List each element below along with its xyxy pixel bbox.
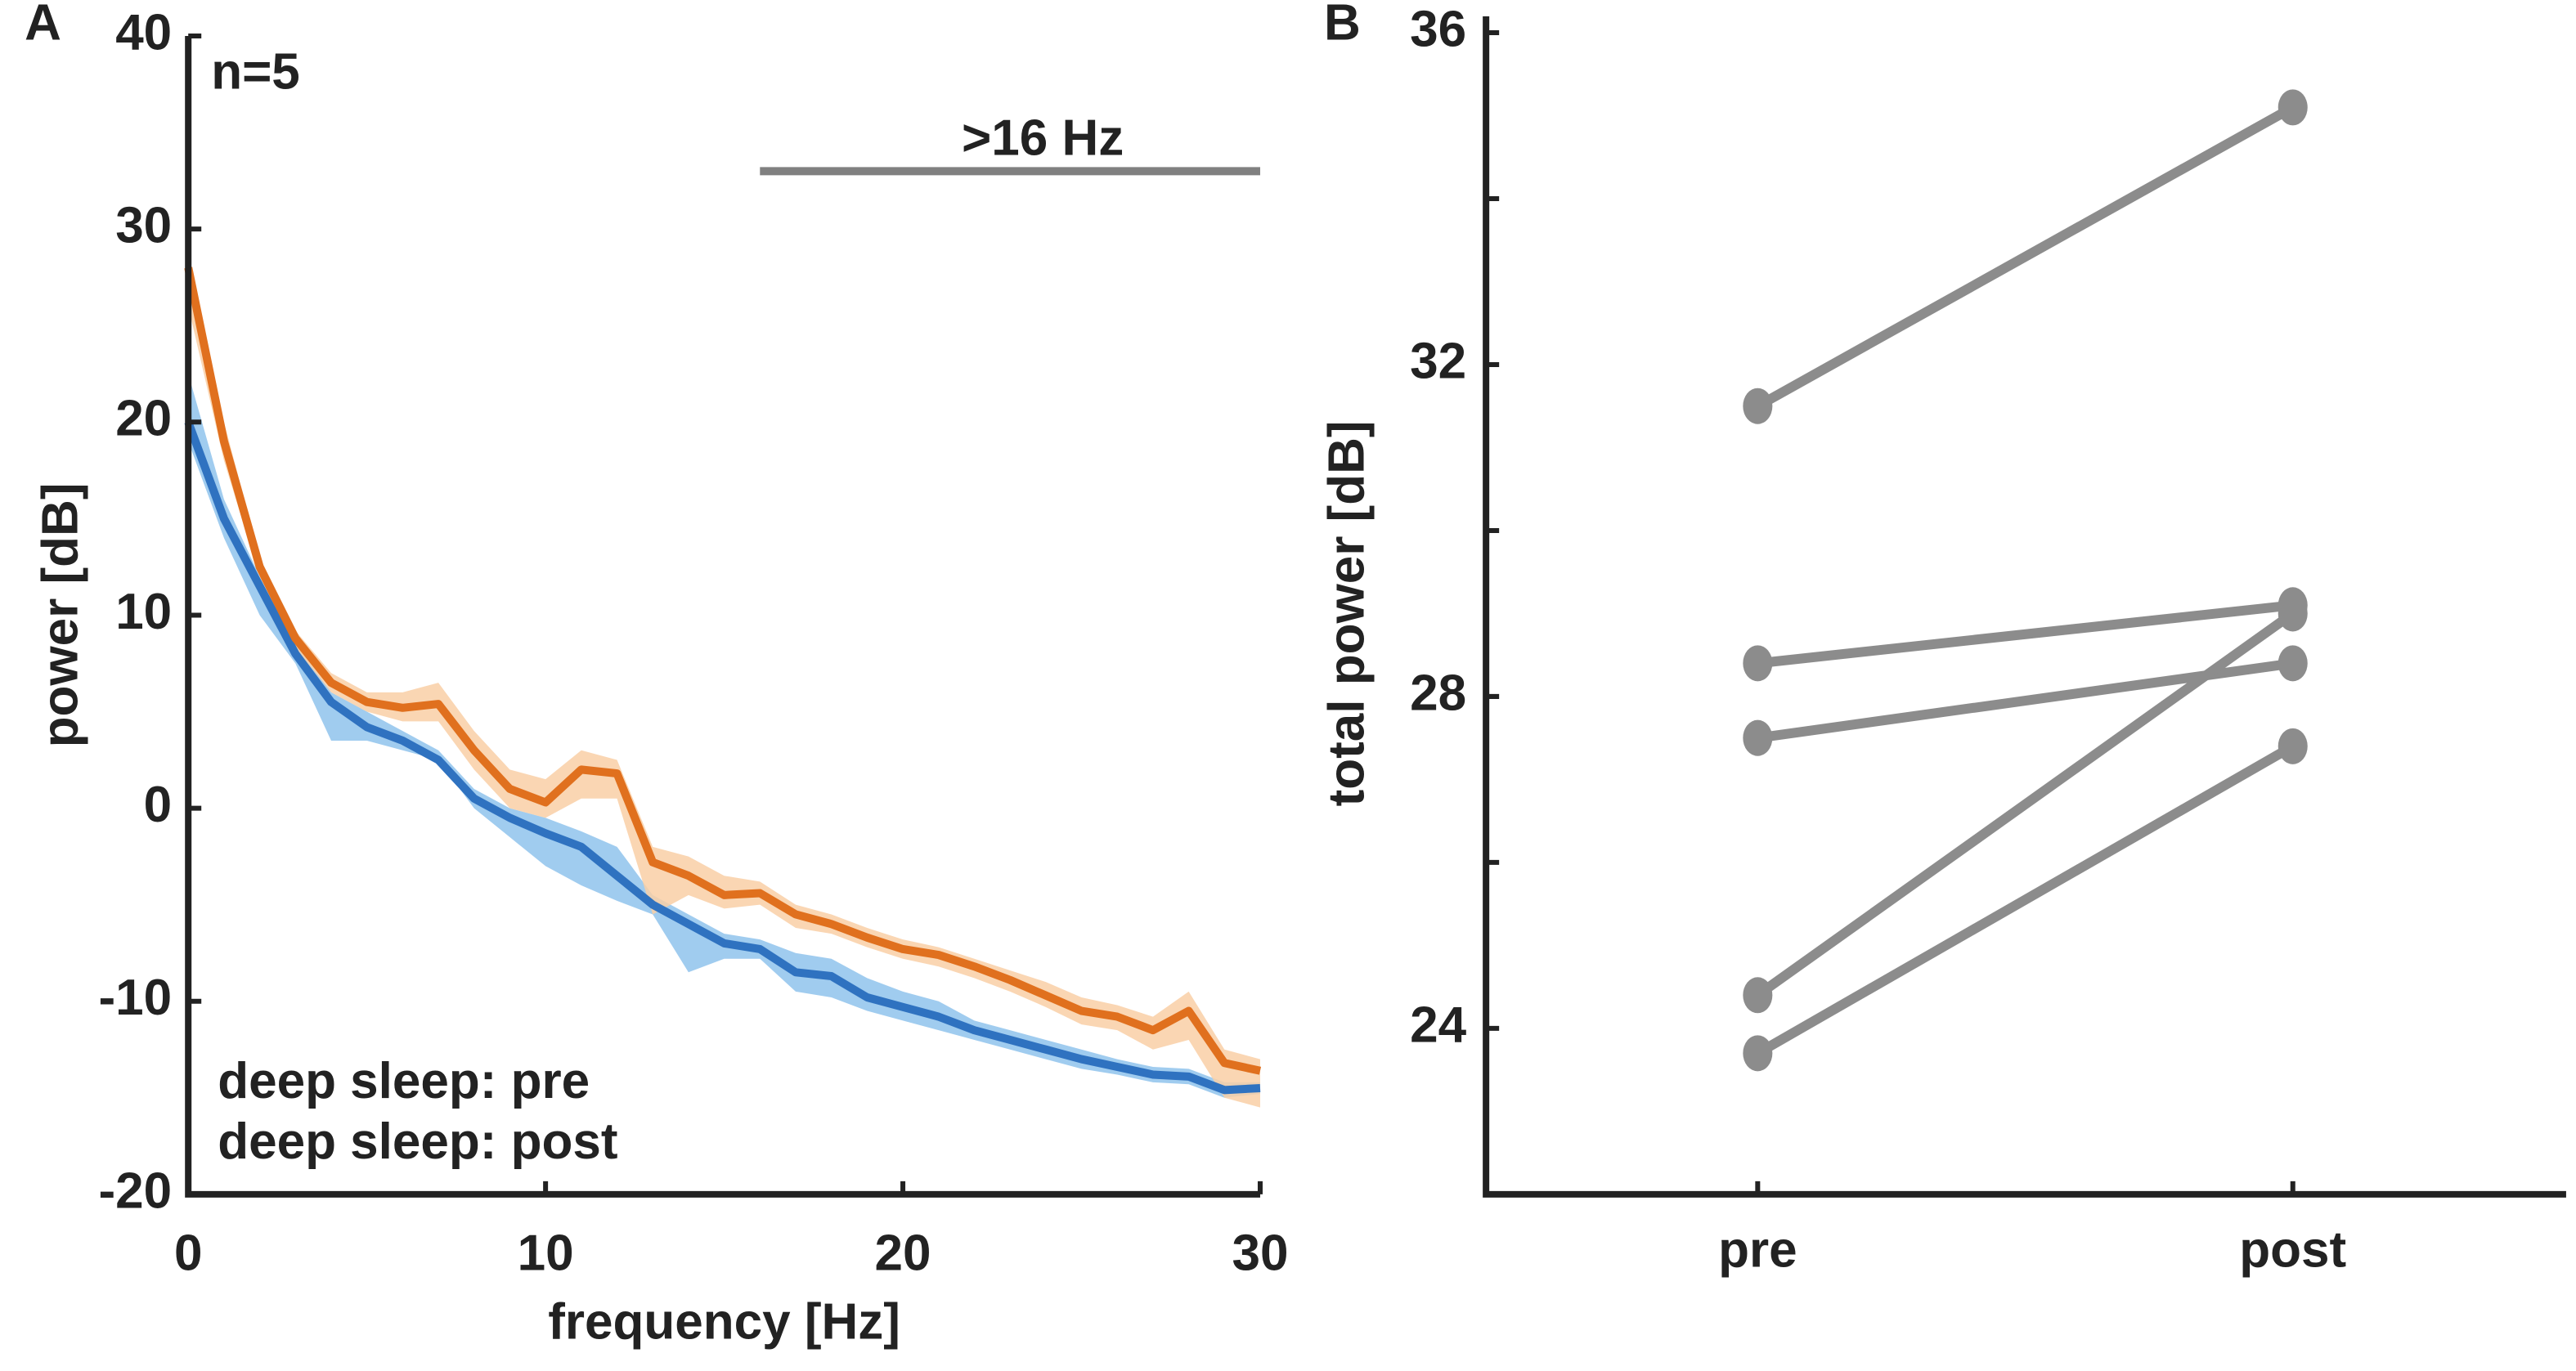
x-tick-label: 10: [518, 1225, 574, 1281]
point: [1743, 645, 1773, 682]
y-tick-label: 24: [1410, 997, 1466, 1053]
slope-line: [1755, 103, 2296, 410]
point: [1743, 1035, 1773, 1072]
y-tick-label: -10: [99, 970, 173, 1026]
y-axis-label: power [dB]: [32, 483, 88, 748]
annotation: >16 Hz: [962, 110, 1124, 167]
legend-entry: deep sleep: pre: [218, 1053, 590, 1109]
point: [2278, 645, 2308, 682]
annotation: n=5: [211, 43, 300, 100]
slope-line: [1754, 609, 2296, 1000]
point: [1743, 388, 1773, 424]
x-tick-label: 20: [875, 1225, 931, 1281]
point: [1743, 719, 1773, 756]
error-band: [188, 258, 1260, 1108]
x-tick-label: 0: [174, 1225, 203, 1281]
line: [184, 267, 1262, 1075]
point: [1743, 977, 1773, 1014]
legend-entry: deep sleep: post: [218, 1113, 617, 1170]
y-tick-label: 28: [1410, 665, 1466, 721]
y-tick-label: 40: [115, 4, 172, 60]
x-tick-label: pre: [1718, 1221, 1797, 1278]
y-tick-label: -20: [99, 1163, 173, 1219]
line: [184, 420, 1261, 1095]
y-tick-label: 10: [115, 584, 172, 640]
y-axis-label: total power [dB]: [1318, 420, 1375, 806]
y-tick-label: 30: [115, 198, 172, 254]
y-tick-label: 32: [1410, 333, 1466, 389]
point: [2278, 595, 2308, 632]
x-axis-label: frequency [Hz]: [548, 1293, 900, 1350]
error-band: [188, 374, 1260, 1098]
point: [2278, 728, 2308, 764]
x-tick-label: 30: [1232, 1225, 1288, 1281]
slope-line: [1755, 742, 2296, 1058]
x-tick-label: post: [2239, 1221, 2346, 1278]
y-tick-label: 36: [1410, 1, 1466, 57]
panel-label: A: [25, 0, 61, 51]
panel-label: B: [1324, 0, 1361, 51]
y-tick-label: 0: [144, 777, 173, 833]
slope-line: [1757, 600, 2294, 669]
point: [2278, 89, 2308, 126]
y-tick-label: 20: [115, 391, 172, 447]
axes: [1483, 16, 2566, 1198]
